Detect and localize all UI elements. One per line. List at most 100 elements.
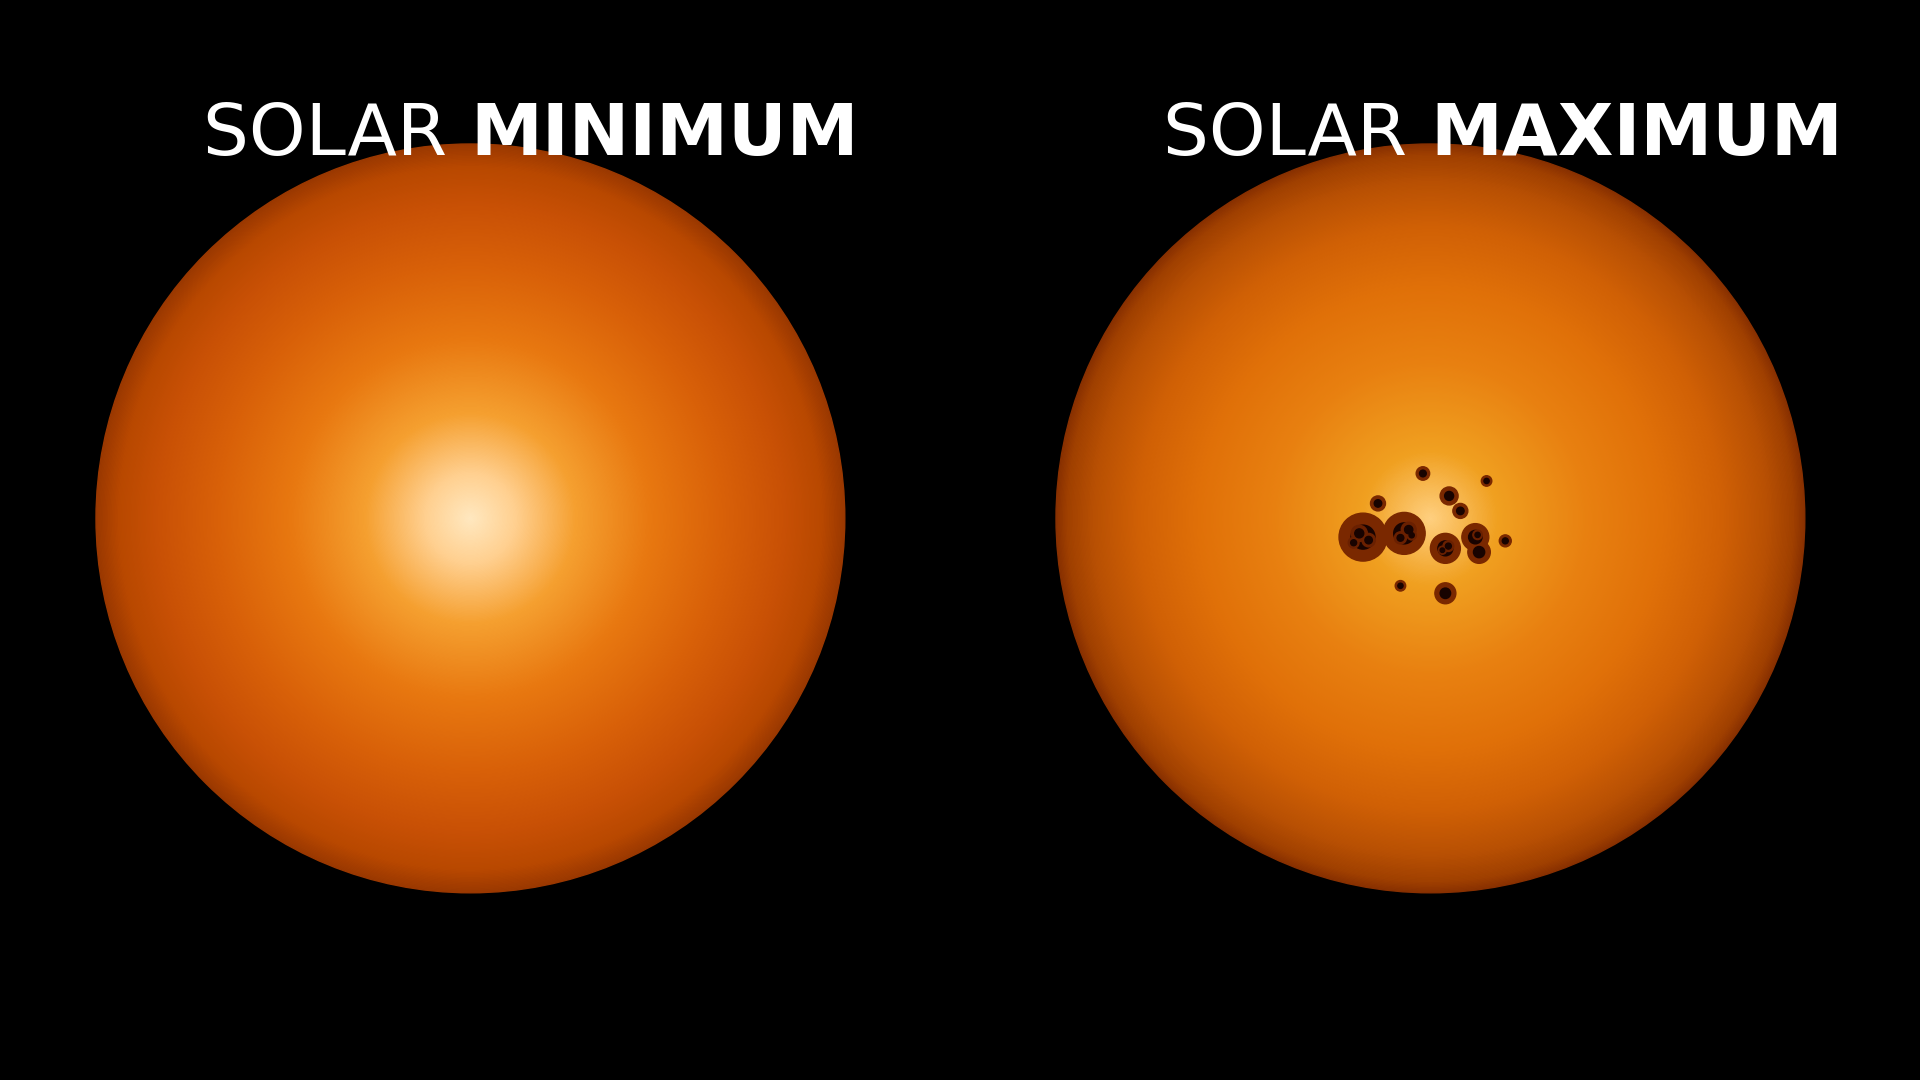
Ellipse shape [280, 327, 660, 710]
Ellipse shape [1467, 541, 1490, 564]
Ellipse shape [1300, 388, 1561, 649]
Ellipse shape [449, 497, 492, 540]
Ellipse shape [1317, 405, 1544, 632]
Ellipse shape [422, 471, 518, 566]
Ellipse shape [1404, 492, 1457, 544]
Ellipse shape [392, 440, 549, 597]
Ellipse shape [1367, 455, 1494, 582]
Ellipse shape [1242, 330, 1619, 706]
Ellipse shape [1423, 511, 1438, 526]
Ellipse shape [380, 428, 561, 609]
Ellipse shape [1100, 188, 1761, 849]
Ellipse shape [1194, 281, 1667, 756]
Ellipse shape [119, 167, 822, 869]
Ellipse shape [1225, 313, 1636, 724]
Ellipse shape [367, 415, 574, 622]
Ellipse shape [1183, 271, 1678, 766]
Ellipse shape [228, 276, 712, 760]
Ellipse shape [296, 343, 645, 693]
Ellipse shape [290, 339, 651, 698]
Ellipse shape [430, 478, 511, 558]
Ellipse shape [123, 172, 818, 865]
Ellipse shape [397, 445, 543, 592]
Ellipse shape [286, 335, 655, 702]
Ellipse shape [311, 359, 630, 678]
Ellipse shape [148, 197, 793, 840]
Text: SOLAR: SOLAR [1164, 100, 1430, 170]
Text: SOLAR: SOLAR [204, 100, 470, 170]
Ellipse shape [1296, 384, 1565, 652]
Ellipse shape [1365, 454, 1496, 583]
Ellipse shape [1350, 437, 1511, 599]
Ellipse shape [1250, 337, 1611, 700]
Ellipse shape [1152, 240, 1709, 797]
Ellipse shape [127, 175, 814, 862]
Ellipse shape [336, 384, 605, 652]
Ellipse shape [376, 424, 564, 612]
Ellipse shape [1071, 160, 1789, 877]
Ellipse shape [1411, 500, 1450, 537]
Ellipse shape [1271, 360, 1590, 677]
Ellipse shape [1077, 165, 1784, 872]
Ellipse shape [240, 288, 701, 748]
Ellipse shape [1275, 364, 1586, 673]
Ellipse shape [1371, 459, 1490, 578]
Ellipse shape [1369, 457, 1492, 580]
Ellipse shape [1223, 311, 1638, 726]
Ellipse shape [1319, 407, 1542, 630]
Ellipse shape [1361, 448, 1500, 589]
Ellipse shape [1294, 381, 1567, 656]
Ellipse shape [142, 190, 799, 847]
Ellipse shape [1187, 275, 1674, 761]
Ellipse shape [1066, 154, 1795, 882]
Ellipse shape [1300, 389, 1561, 648]
Ellipse shape [382, 430, 559, 607]
Ellipse shape [394, 443, 547, 594]
Ellipse shape [1286, 375, 1574, 662]
Ellipse shape [384, 432, 557, 605]
Ellipse shape [1425, 512, 1436, 525]
Ellipse shape [1392, 480, 1469, 557]
Ellipse shape [104, 151, 837, 886]
Ellipse shape [1217, 305, 1644, 732]
Ellipse shape [1069, 158, 1791, 879]
Ellipse shape [1185, 272, 1676, 765]
Ellipse shape [1382, 471, 1478, 566]
Ellipse shape [1323, 411, 1538, 625]
Ellipse shape [106, 152, 835, 885]
Ellipse shape [1417, 504, 1444, 532]
Ellipse shape [399, 447, 541, 590]
Ellipse shape [1212, 300, 1649, 737]
Ellipse shape [1254, 341, 1607, 696]
Ellipse shape [1150, 238, 1711, 799]
Ellipse shape [436, 484, 505, 553]
Ellipse shape [186, 235, 755, 801]
Ellipse shape [288, 336, 653, 701]
Ellipse shape [1108, 197, 1753, 840]
Ellipse shape [324, 373, 616, 664]
Ellipse shape [1233, 321, 1628, 716]
Ellipse shape [1256, 343, 1605, 693]
Ellipse shape [1419, 470, 1427, 477]
Ellipse shape [455, 502, 486, 535]
Ellipse shape [1121, 208, 1740, 828]
Ellipse shape [1200, 288, 1661, 748]
Ellipse shape [340, 389, 601, 648]
Ellipse shape [328, 376, 612, 661]
Ellipse shape [1269, 357, 1592, 679]
Ellipse shape [371, 419, 570, 618]
Ellipse shape [1365, 453, 1496, 584]
Ellipse shape [1117, 205, 1743, 832]
Ellipse shape [405, 453, 536, 584]
Ellipse shape [436, 485, 505, 552]
Ellipse shape [248, 296, 693, 741]
Ellipse shape [1453, 503, 1467, 518]
Ellipse shape [1104, 191, 1757, 846]
Ellipse shape [451, 500, 490, 537]
Ellipse shape [1394, 531, 1407, 544]
Ellipse shape [1146, 234, 1715, 802]
Ellipse shape [1382, 470, 1478, 567]
Ellipse shape [305, 352, 636, 685]
Ellipse shape [1229, 316, 1632, 720]
Ellipse shape [344, 392, 597, 645]
